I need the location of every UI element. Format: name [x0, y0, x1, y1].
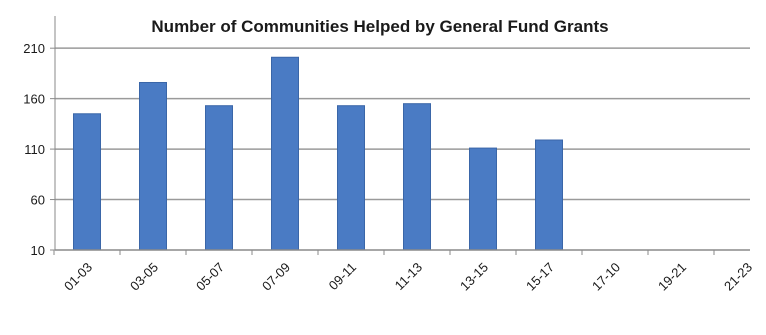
bar-13-15 [469, 147, 497, 251]
y-tick-label: 210 [23, 41, 45, 56]
x-tick-label: 09-11 [326, 260, 359, 293]
x-axis-ticks: 01-03 03-05 05-07 07-09 09-11 11-13 13-15 15-17… [53, 250, 755, 294]
y-axis-ticks: 10 60 110 160 210 [23, 41, 55, 258]
x-tick-label: 05-07 [193, 260, 227, 294]
x-tick-label: 07-09 [259, 260, 293, 294]
bar-07-09 [271, 56, 299, 251]
x-tick-label: 13-15 [457, 260, 491, 294]
y-tick-label: 110 [24, 142, 45, 157]
bars [73, 56, 563, 251]
grid-lines [55, 47, 750, 201]
x-tick-label: 11-13 [392, 260, 425, 293]
x-tick-label: 17-10 [589, 260, 623, 294]
bar-15-17 [535, 139, 563, 251]
x-tick-label: 03-05 [127, 260, 161, 294]
y-tick-label: 10 [31, 243, 45, 258]
bar-11-13 [403, 103, 431, 251]
x-tick-label: 19-21 [655, 260, 689, 294]
x-tick-label: 15-17 [523, 260, 557, 294]
y-tick-label: 60 [31, 193, 45, 208]
y-tick-label: 160 [23, 92, 45, 107]
x-tick-label: 21-23 [721, 260, 755, 294]
bar-01-03 [73, 113, 101, 251]
bar-09-11 [337, 105, 365, 251]
bar-05-07 [205, 105, 233, 251]
bar-03-05 [139, 81, 167, 251]
x-tick-label: 01-03 [61, 260, 95, 294]
chart-title: Number of Communities Helped by General … [151, 17, 608, 36]
